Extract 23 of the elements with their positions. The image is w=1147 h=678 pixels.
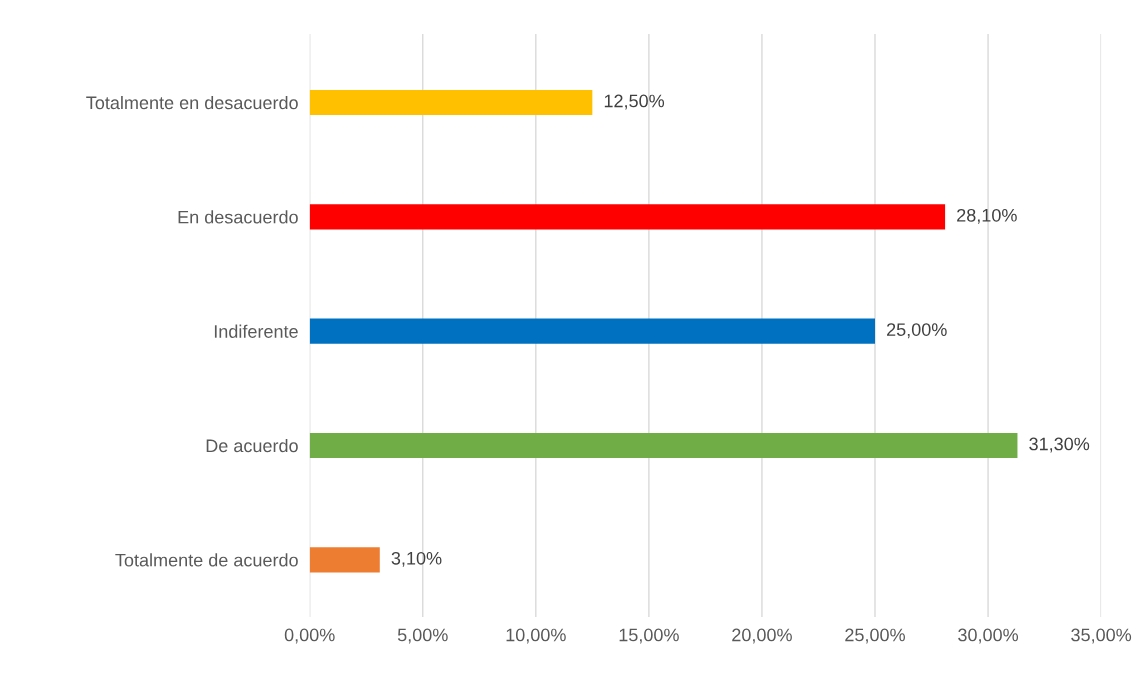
data-label: 3,10% bbox=[391, 551, 442, 567]
x-tick-label: 35,00% bbox=[1071, 628, 1132, 644]
x-tick-label: 15,00% bbox=[619, 628, 679, 644]
x-tick-label: 0,00% bbox=[284, 628, 335, 644]
data-label: 28,10% bbox=[957, 208, 1017, 224]
x-tick-label: 25,00% bbox=[845, 628, 905, 644]
x-tick-label: 10,00% bbox=[506, 628, 566, 644]
x-tick-label: 5,00% bbox=[397, 628, 448, 644]
bar bbox=[309, 432, 1018, 459]
data-label: 12,50% bbox=[604, 94, 665, 110]
bar bbox=[309, 318, 875, 344]
data-label: 31,30% bbox=[1029, 437, 1090, 453]
y-tick-label: Totalmente en desacuerdo bbox=[86, 95, 298, 110]
data-label: 25,00% bbox=[887, 323, 947, 339]
y-tick-label: De acuerdo bbox=[206, 438, 298, 453]
y-tick-label: Indiferente bbox=[214, 324, 298, 338]
bar bbox=[309, 89, 593, 116]
x-tick-label: 20,00% bbox=[732, 628, 792, 644]
bar bbox=[309, 204, 946, 230]
bar bbox=[309, 547, 380, 573]
y-tick-label: Totalmente de acuerdo bbox=[115, 553, 298, 567]
x-tick-label: 30,00% bbox=[958, 628, 1019, 644]
y-tick-label: En desacuerdo bbox=[178, 210, 298, 224]
